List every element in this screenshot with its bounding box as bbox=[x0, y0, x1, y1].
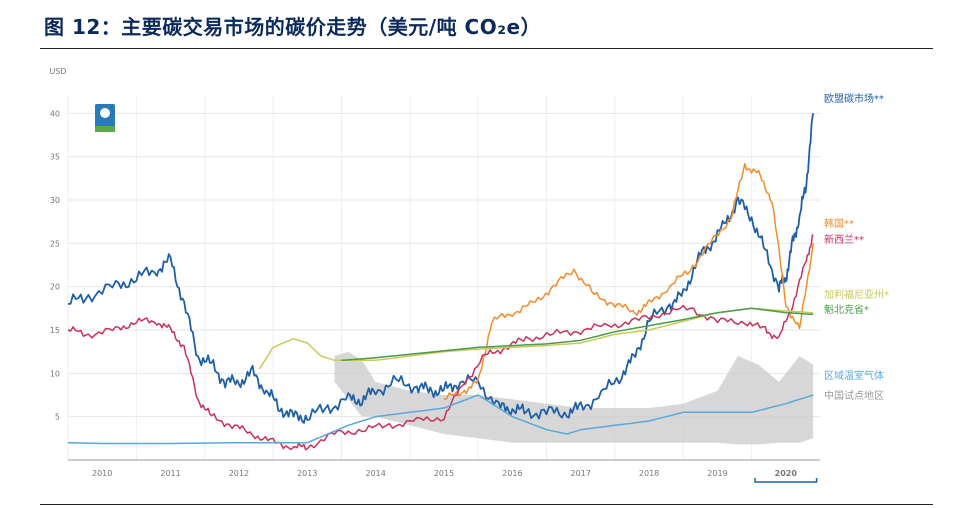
y-tick-label: 35 bbox=[50, 153, 60, 162]
x-tick-label: 2019 bbox=[707, 469, 727, 478]
x-tick-label: 2018 bbox=[639, 469, 659, 478]
legend-label-california: 加利福尼亚州* bbox=[824, 288, 889, 301]
x-tick-label: 2014 bbox=[365, 469, 385, 478]
highlight-bracket bbox=[754, 478, 818, 483]
x-tick-label: 2013 bbox=[297, 469, 317, 478]
y-tick-label: 10 bbox=[50, 369, 60, 378]
carbon-price-chart: 5 10 15 20 25 30 35 40 2010 2011 2012 2013 2014 2015 2… bbox=[49, 67, 889, 483]
series-area-china bbox=[334, 351, 814, 445]
series-line-korea bbox=[443, 162, 814, 401]
x-tick-label: 2010 bbox=[92, 469, 112, 478]
legend-label-quebec: 魁北克省* bbox=[824, 303, 869, 316]
series-line-nz bbox=[67, 234, 814, 451]
y-tick-label: 40 bbox=[50, 109, 60, 118]
x-tick-label: 2020 bbox=[775, 469, 798, 478]
x-tick-label: 2017 bbox=[571, 469, 591, 478]
bottom-rule bbox=[40, 504, 933, 505]
legend-label-china: 中国试点地区 bbox=[824, 389, 884, 402]
axes: 5 10 15 20 25 30 35 40 2010 2011 2012 2013 2014 2015 2… bbox=[50, 109, 820, 483]
y-tick-label: 15 bbox=[50, 326, 60, 335]
x-tick-label: 2012 bbox=[229, 469, 249, 478]
y-tick-label: 5 bbox=[55, 413, 60, 422]
series-line-eu bbox=[67, 113, 815, 424]
y-tick-label: 30 bbox=[50, 196, 60, 205]
series-line-quebec bbox=[341, 307, 814, 362]
series-line-rggi bbox=[67, 394, 814, 445]
y-axis-unit: USD bbox=[49, 67, 66, 76]
legend-label-eu: 欧盟碳市场** bbox=[824, 92, 884, 105]
x-tick-label: 2016 bbox=[502, 469, 522, 478]
x-tick-label: 2011 bbox=[160, 469, 180, 478]
x-tick-label: 2015 bbox=[434, 469, 454, 478]
series-layer bbox=[67, 113, 815, 451]
logo-icon bbox=[95, 104, 115, 132]
figure-title: 图 12：主要碳交易市场的碳价走势（美元/吨 CO₂e） bbox=[44, 15, 542, 39]
y-tick-label: 25 bbox=[50, 239, 60, 248]
legend-label-rggi: 区域温室气体 bbox=[824, 369, 884, 382]
title-rule bbox=[40, 48, 933, 49]
legend-label-nz: 新西兰** bbox=[824, 233, 864, 246]
china-band-layer bbox=[334, 351, 814, 445]
figure-title-bar: 图 12：主要碳交易市场的碳价走势（美元/吨 CO₂e） bbox=[0, 0, 953, 52]
legend-label-korea: 韩国** bbox=[824, 217, 854, 230]
y-tick-label: 20 bbox=[50, 283, 60, 292]
